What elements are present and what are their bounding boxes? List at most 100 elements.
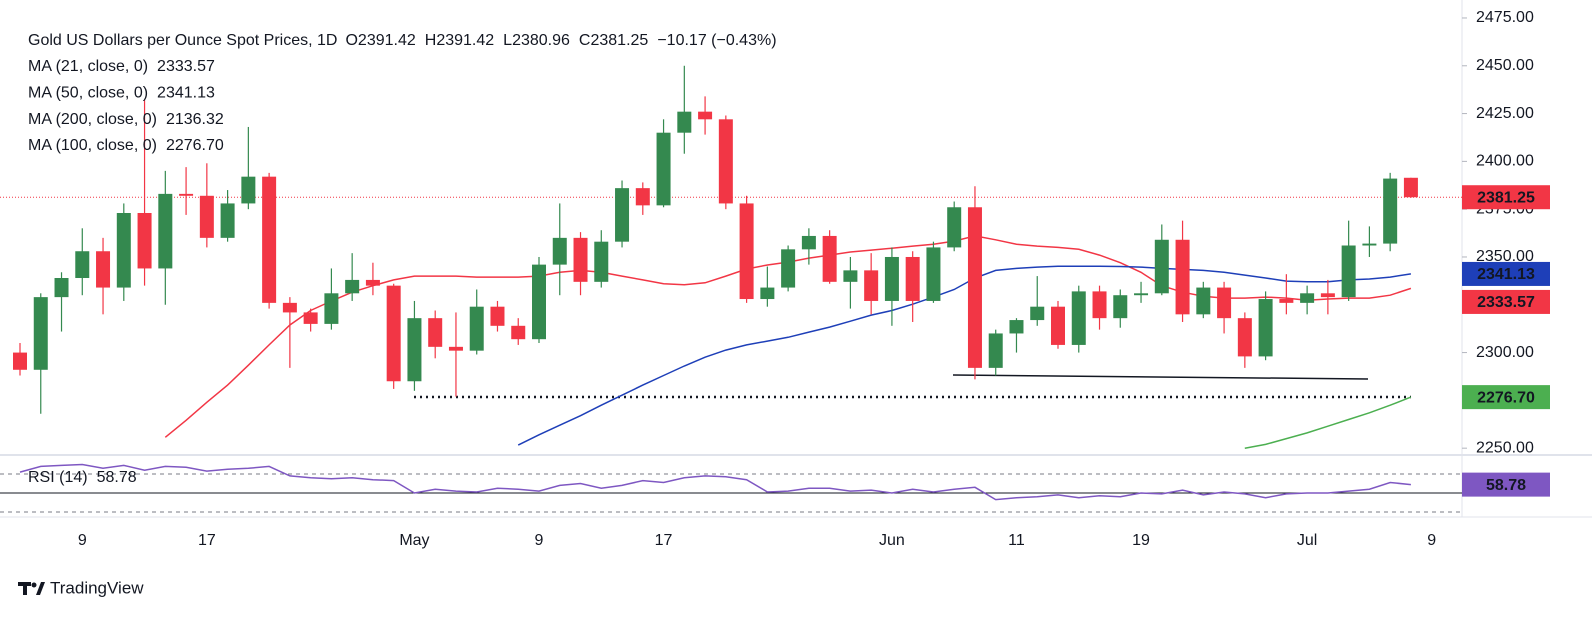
- candle-body: [739, 203, 754, 300]
- x-tick-label: 9: [78, 532, 87, 549]
- candle-body: [1196, 287, 1211, 315]
- y-tick-label: 2250.00: [1476, 439, 1534, 456]
- candle-body: [864, 270, 879, 301]
- candle-body: [967, 207, 982, 368]
- candle-body: [282, 302, 297, 313]
- ohlc-label: H: [425, 32, 437, 49]
- candle-body: [303, 312, 318, 324]
- candle-body: [1154, 239, 1169, 294]
- x-tick-label: 17: [655, 532, 673, 549]
- candle-body: [386, 285, 401, 382]
- candle-body: [75, 251, 90, 279]
- candle-body: [635, 188, 650, 206]
- candle-body: [1030, 306, 1045, 321]
- rsi-lines: [19, 463, 1411, 501]
- indicator-badge-label: 2276.70: [1477, 389, 1535, 406]
- candle-body: [884, 256, 899, 301]
- candle-body: [1071, 291, 1086, 345]
- candle-body: [947, 207, 962, 248]
- indicator-value: 2136.32: [166, 111, 224, 128]
- last-price-badge-label: 2381.25: [1477, 189, 1535, 206]
- candle-body: [532, 264, 546, 340]
- last-price-badge: [1462, 185, 1550, 210]
- indicator-value: 2341.13: [157, 85, 215, 102]
- candle-body: [1403, 177, 1418, 198]
- indicator-badge: [1462, 385, 1550, 410]
- candle-body: [926, 247, 941, 301]
- candle-body: [220, 203, 235, 238]
- candle-body: [781, 249, 796, 288]
- candle-body: [1341, 245, 1356, 298]
- candle-body: [179, 193, 194, 196]
- candle-body: [1362, 243, 1377, 246]
- x-tick-label: 9: [1427, 532, 1436, 549]
- indicator-badge: [1462, 261, 1550, 286]
- candle-body: [615, 188, 630, 242]
- candle-body: [345, 279, 360, 294]
- ohlc-value: 2380.96: [512, 32, 570, 49]
- tradingview-logo: [18, 582, 45, 595]
- candle-body: [511, 325, 526, 340]
- candle-body: [656, 132, 671, 206]
- indicator-badge: [1462, 289, 1550, 314]
- candle-body: [843, 270, 858, 282]
- candle-body: [407, 318, 422, 382]
- indicator-value: 2333.57: [157, 58, 215, 75]
- candle-body: [469, 306, 484, 351]
- moving-average-line: [517, 265, 1412, 446]
- candle-body: [448, 346, 463, 351]
- x-tick-label: 19: [1132, 532, 1150, 549]
- candles: [13, 65, 1418, 414]
- candle-body: [1175, 239, 1190, 315]
- candle-body: [698, 111, 713, 120]
- candle-body: [822, 235, 837, 282]
- candle-body: [158, 193, 173, 269]
- brand-name: TradingView: [50, 578, 144, 597]
- indicator-value: 2276.70: [166, 137, 224, 154]
- candle-body: [54, 278, 69, 298]
- x-tick-label: Jun: [879, 532, 905, 549]
- x-tick-label: 9: [535, 532, 544, 549]
- candle-body: [573, 237, 588, 282]
- y-tick-label: 2350.00: [1476, 248, 1534, 265]
- ohlc-label: L: [503, 32, 512, 49]
- candle-body: [428, 318, 443, 347]
- logo-slash: [36, 582, 45, 595]
- candle-body: [1237, 318, 1252, 357]
- candle-body: [1217, 287, 1232, 319]
- y-tick-label: 2425.00: [1476, 105, 1534, 122]
- candle-body: [801, 235, 816, 250]
- rsi-badge-label: 58.78: [1486, 477, 1526, 494]
- candle-body: [199, 195, 214, 238]
- ohlc-label: O: [345, 32, 357, 49]
- x-tick-label: May: [399, 532, 429, 549]
- chart-title: Gold US Dollars per Ounce Spot Prices, 1…: [28, 32, 337, 49]
- candle-body: [1258, 299, 1273, 357]
- x-tick-label: 17: [198, 532, 216, 549]
- y-tick-label: 2300.00: [1476, 344, 1534, 361]
- candle-body: [1279, 299, 1294, 303]
- x-tick-label: 11: [1008, 532, 1025, 549]
- candle-body: [594, 241, 609, 282]
- candle-body: [1113, 295, 1128, 319]
- candle-body: [988, 333, 1003, 368]
- candle-body: [13, 352, 27, 370]
- candle-body: [1009, 320, 1024, 334]
- price-change: −10.17 (−0.43%): [657, 32, 776, 49]
- candle-body: [96, 251, 111, 288]
- indicator-name: MA (50, close, 0): [28, 85, 148, 102]
- candle-body: [1092, 291, 1107, 319]
- candle-body: [1320, 293, 1335, 298]
- candle-body: [365, 279, 380, 286]
- moving-average-line: [1244, 396, 1412, 449]
- candle-body: [490, 306, 505, 326]
- x-tick-label: Jul: [1297, 532, 1317, 549]
- candle-body: [1051, 306, 1065, 345]
- indicator-name: MA (100, close, 0): [28, 137, 157, 154]
- indicator-badge-label: 2333.57: [1477, 294, 1535, 311]
- candle-body: [262, 176, 277, 303]
- candle-body: [760, 287, 775, 300]
